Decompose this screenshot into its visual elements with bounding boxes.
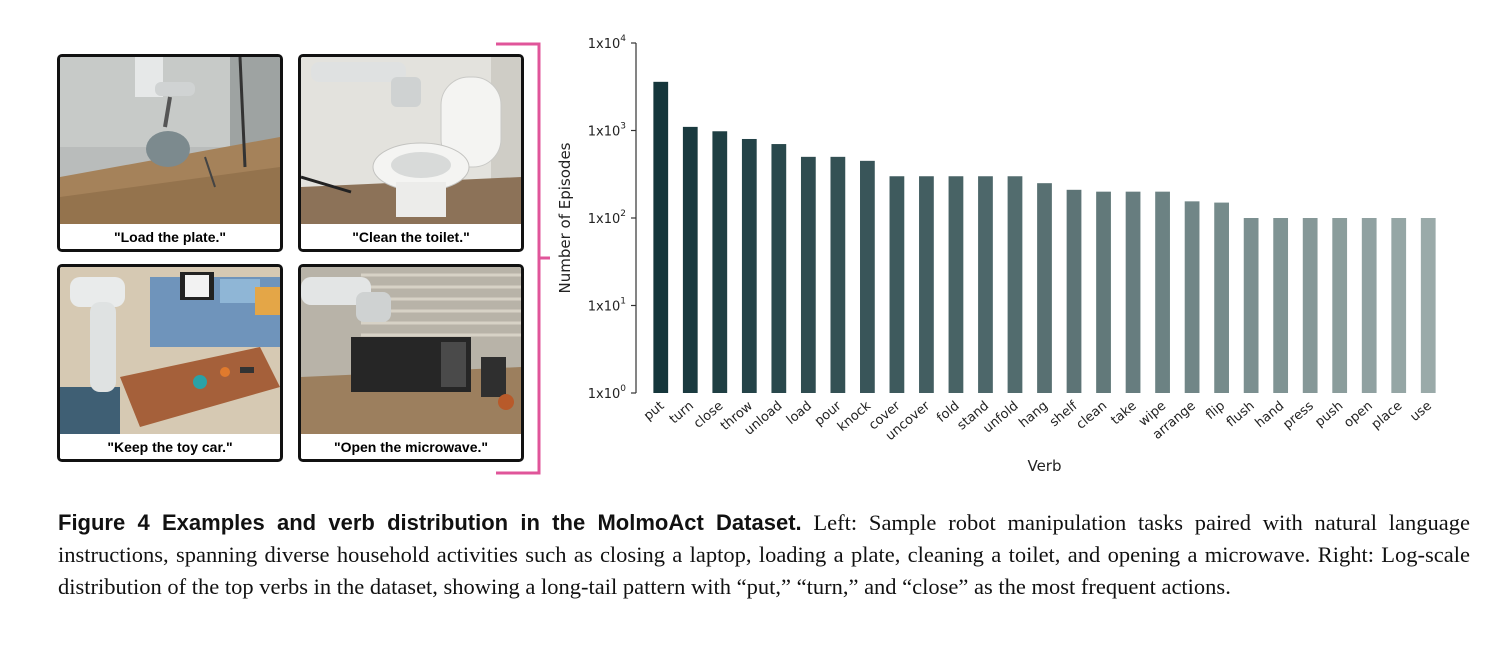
y-tick-label: 1x103 — [588, 122, 626, 140]
x-tick-label: flush — [1224, 399, 1258, 431]
bar-cover — [889, 176, 905, 393]
bars — [653, 81, 1436, 394]
x-tick-label: use — [1408, 399, 1435, 425]
bar-unfold — [1007, 176, 1023, 393]
bar-fold — [948, 176, 964, 393]
group-bracket — [496, 42, 550, 475]
x-tick-label: push — [1312, 399, 1346, 431]
x-tick-label: put — [641, 399, 667, 424]
bar-shelf — [1066, 189, 1082, 393]
x-tick-label: shelf — [1047, 398, 1081, 430]
panel-caption: "Open the microwave." — [301, 434, 521, 459]
bar-hang — [1037, 183, 1052, 393]
bar-press — [1302, 218, 1318, 393]
x-tick-label: place — [1369, 399, 1405, 433]
x-tick-label: knock — [835, 398, 874, 434]
bar-stand — [978, 176, 993, 393]
bar-turn — [682, 126, 698, 393]
bar-take — [1125, 191, 1141, 393]
x-tick-label: press — [1280, 398, 1317, 432]
panel-caption: "Keep the toy car." — [60, 434, 280, 459]
robot-photo-load-plate — [60, 57, 280, 227]
y-axis: 1x100 1x101 1x102 1x103 1x104 — [588, 34, 637, 402]
bar-close — [712, 131, 728, 394]
x-axis-title: Verb — [1027, 457, 1061, 475]
robot-photo-open-microwave — [301, 267, 521, 437]
panel-caption: "Clean the toilet." — [301, 224, 521, 249]
y-axis-title: Number of Episodes — [556, 142, 574, 293]
bar-open — [1361, 218, 1377, 393]
y-tick-label: 1x100 — [588, 384, 627, 402]
bar-hand — [1273, 218, 1289, 393]
x-tick-label: hand — [1253, 399, 1288, 432]
bar-arrange — [1184, 201, 1200, 393]
example-panel-open-microwave: "Open the microwave." — [298, 264, 524, 462]
x-tick-label: take — [1108, 399, 1139, 429]
x-tick-labels: put turnclosethrowunloadloadpourknockcove… — [641, 398, 1435, 444]
figure-label: Figure 4 Examples and verb distribution … — [58, 510, 802, 535]
robot-photo-toy-car — [60, 267, 280, 437]
x-tick-label: clean — [1074, 399, 1110, 433]
bar-use — [1420, 218, 1436, 393]
bar-uncover — [919, 176, 934, 393]
verb-distribution-chart: 1x100 1x101 1x102 1x103 1x104 put turncloseth… — [556, 34, 1436, 475]
bar-load — [800, 156, 816, 393]
bar-wipe — [1155, 191, 1170, 393]
bar-put — [653, 81, 669, 393]
panel-caption: "Load the plate." — [60, 224, 280, 249]
y-tick-label: 1x101 — [588, 297, 626, 315]
x-tick-label: open — [1341, 399, 1376, 431]
bar-throw — [741, 138, 757, 393]
bar-flip — [1214, 202, 1229, 393]
bar-unload — [771, 144, 787, 393]
x-tick-label: hang — [1016, 399, 1051, 432]
bar-pour — [830, 156, 846, 393]
example-panel-toy-car: "Keep the toy car." — [57, 264, 283, 462]
bar-push — [1332, 218, 1348, 393]
y-tick-label: 1x104 — [588, 34, 627, 52]
figure-caption: Figure 4 Examples and verb distribution … — [58, 507, 1470, 603]
figure-caption-text: Left: Sample robot manipulation tasks pa… — [58, 510, 1470, 599]
bar-clean — [1096, 191, 1111, 393]
robot-photo-clean-toilet — [301, 57, 521, 227]
example-panel-load-plate: "Load the plate." — [57, 54, 283, 252]
bar-place — [1391, 218, 1407, 393]
y-tick-label: 1x102 — [588, 209, 626, 227]
example-panel-clean-toilet: "Clean the toilet." — [298, 54, 524, 252]
bar-knock — [860, 160, 875, 393]
x-tick-label: load — [784, 399, 815, 428]
bar-flush — [1243, 218, 1259, 393]
